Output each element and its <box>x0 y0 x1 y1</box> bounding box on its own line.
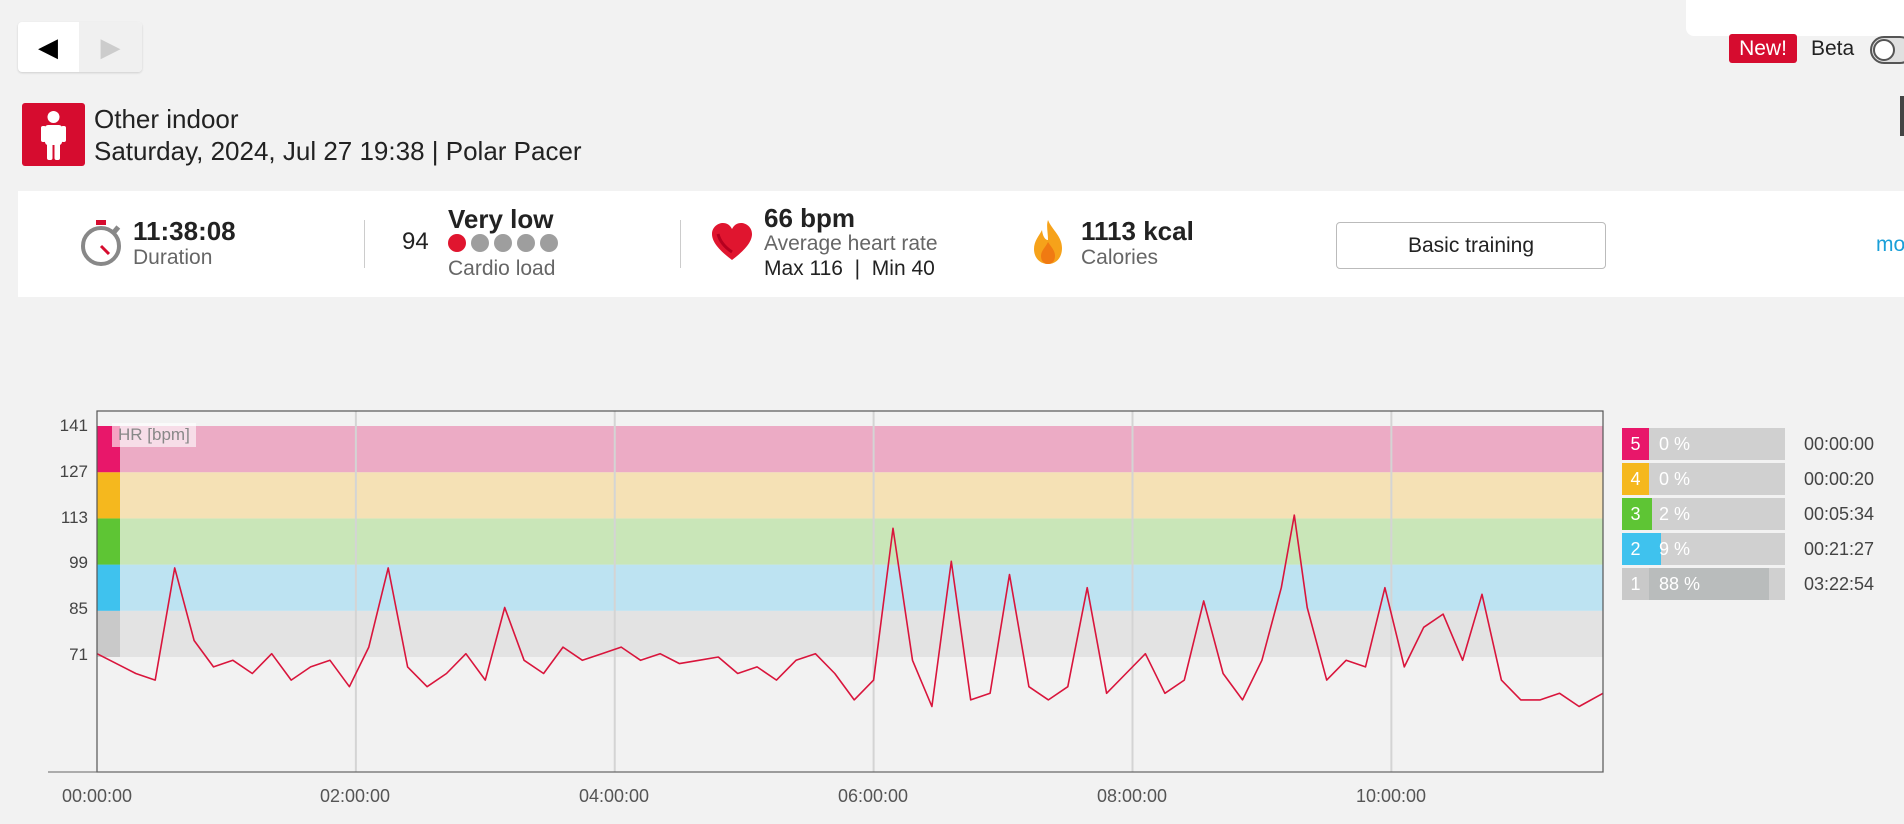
zone-number: 5 <box>1622 428 1649 460</box>
y-tick-label: 85 <box>69 599 88 618</box>
zone-time: 00:00:20 <box>1804 469 1875 489</box>
zone-percent: 0 % <box>1659 469 1691 489</box>
cardio-dot <box>540 234 558 252</box>
training-benefit-button[interactable]: Basic training <box>1336 222 1606 269</box>
hr-zone-strip <box>97 610 120 657</box>
summary-bar <box>18 191 1904 297</box>
zone-fill-bar <box>1649 533 1662 565</box>
scroll-edge <box>1900 96 1904 136</box>
next-button[interactable]: ▶ <box>79 22 142 72</box>
y-tick-label: 71 <box>69 645 88 664</box>
y-tick-label: 113 <box>60 508 88 527</box>
calories-label: Calories <box>1081 246 1159 269</box>
hr-axis-label: HR [bpm] <box>112 423 196 447</box>
activity-title: Other indoor <box>94 104 239 134</box>
hr-zone-strip <box>97 518 120 565</box>
hr-chart <box>48 410 1604 773</box>
flame-icon <box>1030 218 1066 271</box>
new-badge: New! <box>1729 34 1797 63</box>
duration-value: 11:38:08 <box>133 216 236 246</box>
zone-fill-bar <box>1649 568 1769 600</box>
cardio-dot <box>517 234 535 252</box>
sport-person-icon <box>22 103 85 166</box>
cardio-score: 94 <box>402 228 429 255</box>
hr-zone-strip <box>97 472 120 519</box>
zone-row: 5 0 % <box>1622 428 1785 460</box>
summary-divider <box>680 220 681 268</box>
cardio-value: Very low <box>448 204 554 234</box>
hr-zone-band <box>97 610 1603 657</box>
hr-series-line <box>96 514 1604 708</box>
previous-arrow-icon: ◀ <box>38 31 58 62</box>
hr-zone-band <box>97 564 1603 611</box>
zone-number: 1 <box>1622 568 1649 600</box>
top-right-panel <box>1686 0 1904 36</box>
zone-row: 3 2 % <box>1622 498 1785 530</box>
calories-value: 1113 kcal <box>1081 216 1194 246</box>
heart-rate-value: 66 bpm <box>764 203 856 233</box>
hr-zone-strip <box>97 564 120 611</box>
zone-fill-bar <box>1649 498 1652 530</box>
hr-zone-band <box>97 472 1603 519</box>
activity-subtitle: Saturday, 2024, Jul 27 19:38 | Polar Pac… <box>94 136 582 166</box>
hr-zone-band <box>97 518 1603 565</box>
cardio-dot <box>448 234 466 252</box>
x-tick-label: 04:00:00 <box>578 786 650 806</box>
zone-time: 00:05:34 <box>1804 504 1875 524</box>
zone-percent: 88 % <box>1659 574 1701 594</box>
x-tick-label: 02:00:00 <box>319 786 391 806</box>
more-link[interactable]: mo <box>1876 233 1904 256</box>
zone-number: 4 <box>1622 463 1649 495</box>
x-tick-label: 06:00:00 <box>837 786 909 806</box>
summary-divider <box>364 220 365 268</box>
zone-time: 00:21:27 <box>1804 539 1875 559</box>
zone-number: 3 <box>1622 498 1649 530</box>
zone-percent: 0 % <box>1659 434 1691 454</box>
zone-number: 2 <box>1622 533 1649 565</box>
x-tick-label: 00:00:00 <box>61 786 133 806</box>
beta-label: Beta <box>1811 37 1855 60</box>
zone-percent: 2 % <box>1659 504 1691 524</box>
y-tick-label: 141 <box>59 416 88 435</box>
heart-rate-max-min: Max 116 | Min 40 <box>764 257 935 280</box>
x-tick-label: 10:00:00 <box>1355 786 1427 806</box>
cardio-dot <box>471 234 489 252</box>
cardio-level-dots <box>448 234 568 254</box>
zone-row: 4 0 % <box>1622 463 1785 495</box>
next-arrow-icon: ▶ <box>100 31 121 62</box>
heart-rate-label: Average heart rate <box>764 232 938 255</box>
y-tick-label: 99 <box>69 553 88 572</box>
x-tick-label: 08:00:00 <box>1096 786 1168 806</box>
zone-time: 00:00:00 <box>1804 434 1875 454</box>
cardio-label: Cardio load <box>448 257 556 280</box>
stopwatch-icon <box>78 218 124 273</box>
beta-toggle-knob[interactable] <box>1873 39 1895 61</box>
zone-row: 2 9 % <box>1622 533 1785 565</box>
heart-icon <box>710 222 754 267</box>
zone-time: 03:22:54 <box>1804 574 1875 594</box>
cardio-dot <box>494 234 512 252</box>
zone-row: 1 88 % <box>1622 568 1785 600</box>
hr-zone-band <box>97 426 1603 473</box>
previous-button[interactable]: ◀ <box>18 22 78 72</box>
zone-percent: 9 % <box>1659 539 1691 559</box>
y-tick-label: 127 <box>59 462 88 481</box>
duration-label: Duration <box>133 246 213 269</box>
